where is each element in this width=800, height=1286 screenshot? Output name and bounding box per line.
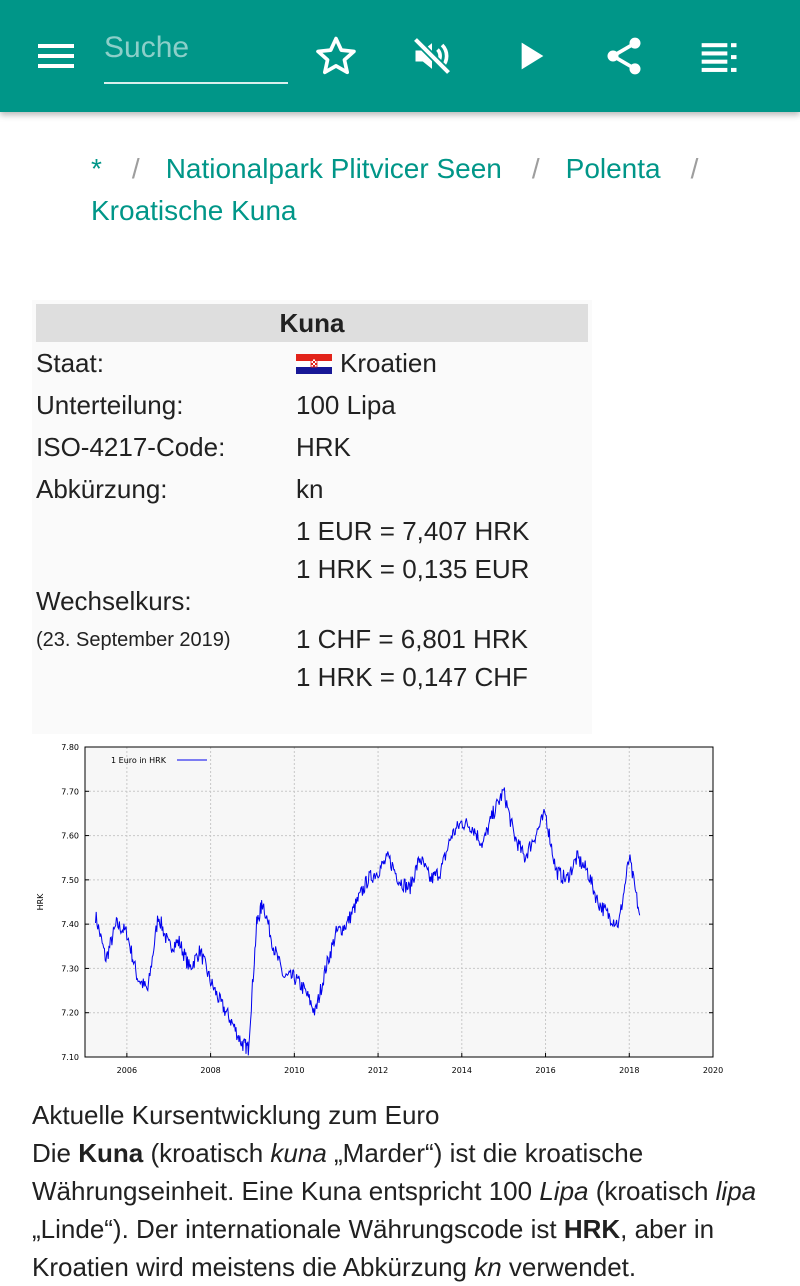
playlist-button[interactable] <box>692 28 748 84</box>
y-tick-label: 7.20 <box>61 1009 79 1018</box>
play-icon <box>521 42 544 70</box>
menu-button[interactable] <box>28 28 84 84</box>
breadcrumb: * / Nationalpark Plitvicer Seen / Polenta / Kr… <box>91 148 731 232</box>
menu-icon <box>38 44 74 68</box>
label-staat: Staat: <box>36 348 104 378</box>
wechselkurs-date: (23. September 2019) <box>36 629 231 651</box>
breadcrumb-separator: / <box>690 153 699 184</box>
y-tick-label: 7.30 <box>61 964 79 973</box>
article-text: „Marder“) ist die kroatische Währungsein… <box>32 1138 644 1206</box>
y-tick-label: 7.50 <box>61 876 79 885</box>
mute-button[interactable] <box>404 28 460 84</box>
article-paragraph: Die Kuna (kroatisch kuna „Marder“) ist d… <box>32 1134 772 1286</box>
x-tick-label: 2008 <box>200 1066 220 1075</box>
breadcrumb-item-plitvice[interactable]: Nationalpark Plitvicer Seen <box>165 153 502 184</box>
label-abkuerzung: Abkürzung: <box>36 474 168 504</box>
y-tick-label: 7.10 <box>61 1053 79 1062</box>
play-button[interactable] <box>502 28 558 84</box>
rate-chf-hrk: 1 CHF = 6,801 HRK <box>296 624 528 654</box>
croatia-flag-icon <box>296 354 332 374</box>
search-field[interactable] <box>104 24 288 84</box>
breadcrumb-separator: / <box>131 153 140 184</box>
rate-hrk-eur: 1 HRK = 0,135 EUR <box>296 554 530 584</box>
label-wechselkurs: Wechselkurs: <box>36 586 192 616</box>
x-tick-label: 2010 <box>284 1066 304 1075</box>
article-text: Die <box>32 1138 79 1168</box>
x-tick-label: 2020 <box>703 1066 723 1075</box>
star-outline-icon <box>316 36 356 75</box>
article-term-lipa-croatian: lipa <box>715 1176 757 1206</box>
article-text: , aber in Kroatien wird meistens die Abk… <box>32 1214 715 1282</box>
x-tick-label: 2014 <box>452 1066 472 1075</box>
favorite-button[interactable] <box>308 28 364 84</box>
x-tick-label: 2018 <box>619 1066 639 1075</box>
article-term-lipa: Lipa <box>539 1176 589 1206</box>
share-icon <box>607 37 641 75</box>
x-tick-label: 2012 <box>368 1066 388 1075</box>
y-tick-label: 7.70 <box>61 787 79 796</box>
article-term-kuna-croatian: kuna <box>270 1138 327 1168</box>
article-text: „Linde“). Der internationale Währungscod… <box>32 1214 564 1244</box>
y-tick-label: 7.40 <box>61 920 79 929</box>
y-axis-label: HRK <box>36 893 45 911</box>
value-staat: Kroatien <box>296 348 437 379</box>
breadcrumb-item-kuna[interactable]: Kroatische Kuna <box>91 195 297 226</box>
app-bar <box>0 0 800 112</box>
y-tick-label: 7.80 <box>61 743 79 752</box>
article-term-hrk: HRK <box>563 1214 621 1244</box>
article-text: (kroatisch <box>143 1138 271 1168</box>
rate-eur-hrk: 1 EUR = 7,407 HRK <box>296 516 530 546</box>
exchange-rate-chart[interactable]: 7.80 7.70 7.60 7.50 7.40 7.30 7.20 7.10 2006 2008… <box>32 738 732 1078</box>
value-unterteilung: 100 Lipa <box>296 390 396 420</box>
breadcrumb-item-polenta[interactable]: Polenta <box>565 153 661 184</box>
chart-svg: 7.80 7.70 7.60 7.50 7.40 7.30 7.20 7.10 2006 2008… <box>36 743 723 1075</box>
playlist-icon <box>701 43 737 72</box>
infobox-title: Kuna <box>36 304 588 342</box>
currency-infobox: Kuna Staat: Kroatien Unterteilung: 100 L… <box>32 300 592 734</box>
share-button[interactable] <box>596 28 652 84</box>
value-abkuerzung: kn <box>296 474 324 504</box>
volume-off-icon <box>412 36 452 76</box>
staat-name[interactable]: Kroatien <box>340 348 437 378</box>
search-input[interactable] <box>104 26 288 70</box>
plot-area <box>85 747 713 1057</box>
plot-frame <box>84 746 714 1058</box>
value-iso-code: HRK <box>296 432 351 462</box>
series-line <box>95 787 641 1056</box>
article-term-kn: kn <box>474 1252 502 1282</box>
x-tick-label: 2006 <box>117 1066 137 1075</box>
label-iso-code: ISO-4217-Code: <box>36 432 226 462</box>
label-unterteilung: Unterteilung: <box>36 390 184 420</box>
y-tick-label: 7.60 <box>61 832 79 841</box>
article-text: (kroatisch <box>588 1176 716 1206</box>
breadcrumb-separator: / <box>531 153 540 184</box>
article-term-kuna: Kuna <box>78 1138 144 1168</box>
chart-caption: Aktuelle Kursentwicklung zum Euro <box>32 1100 440 1130</box>
breadcrumb-item-home[interactable]: * <box>91 153 102 184</box>
x-tick-label: 2016 <box>535 1066 555 1075</box>
article-text: verwendet. <box>501 1252 637 1282</box>
legend-label: 1 Euro in HRK <box>111 756 167 765</box>
rate-hrk-chf: 1 HRK = 0,147 CHF <box>296 662 528 692</box>
